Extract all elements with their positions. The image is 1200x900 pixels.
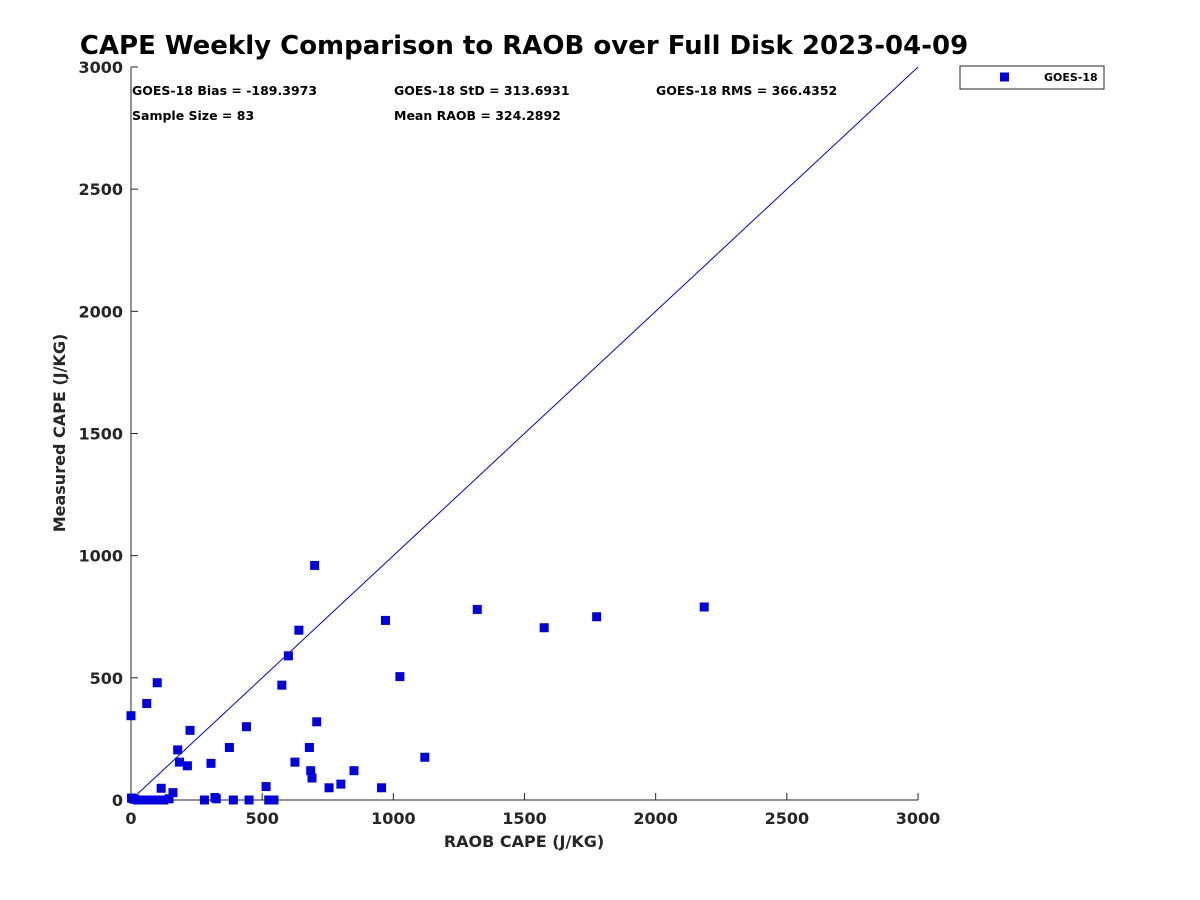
- mean-raob-annotation: Mean RAOB = 324.2892: [394, 108, 561, 123]
- data-point: [206, 758, 216, 768]
- data-point: [151, 795, 161, 805]
- x-tick-label: 1000: [371, 809, 416, 828]
- data-point: [142, 698, 152, 708]
- sample-size-annotation: Sample Size = 83: [132, 108, 254, 123]
- x-tick-label: 0: [125, 809, 136, 828]
- data-point: [336, 779, 346, 789]
- x-tick-label: 500: [245, 809, 278, 828]
- chart-title: CAPE Weekly Comparison to RAOB over Full…: [80, 31, 968, 61]
- data-point: [159, 795, 169, 805]
- data-point: [592, 612, 602, 622]
- data-point: [241, 722, 251, 732]
- data-point: [126, 711, 136, 721]
- x-tick-label: 3000: [896, 809, 941, 828]
- x-axis-label: RAOB CAPE (J/KG): [444, 832, 604, 851]
- y-tick-label: 2500: [78, 180, 123, 199]
- data-point: [211, 794, 221, 804]
- data-point: [261, 782, 271, 792]
- data-point: [175, 757, 185, 767]
- data-point: [168, 788, 178, 798]
- x-tick-label: 2000: [633, 809, 678, 828]
- data-point: [539, 623, 549, 633]
- data-point: [156, 783, 166, 793]
- data-point: [290, 757, 300, 767]
- y-tick-label: 500: [90, 669, 123, 688]
- statistics-annotations: GOES-18 Bias = -189.3973 GOES-18 StD = 3…: [132, 83, 837, 123]
- data-point: [264, 795, 274, 805]
- legend-marker-goes-18: [1000, 72, 1009, 82]
- data-point: [349, 766, 359, 776]
- data-point: [269, 795, 279, 805]
- data-point: [283, 651, 293, 661]
- data-point: [173, 745, 183, 755]
- data-point: [312, 717, 322, 727]
- data-point: [310, 560, 320, 570]
- data-point: [420, 752, 430, 762]
- data-point: [395, 672, 405, 682]
- legend-label-goes-18: GOES-18: [1044, 71, 1098, 84]
- data-point: [277, 680, 287, 690]
- data-point: [294, 625, 304, 635]
- data-point: [199, 795, 209, 805]
- bias-annotation: GOES-18 Bias = -189.3973: [132, 83, 317, 98]
- data-point: [306, 766, 316, 776]
- data-point: [164, 794, 174, 804]
- data-point: [307, 773, 317, 783]
- data-point: [185, 725, 195, 735]
- x-tick-label: 2500: [765, 809, 810, 828]
- rms-annotation: GOES-18 RMS = 366.4352: [656, 83, 837, 98]
- y-tick-label: 1000: [78, 547, 123, 566]
- data-point: [324, 783, 334, 793]
- std-annotation: GOES-18 StD = 313.6931: [394, 83, 570, 98]
- data-point: [182, 761, 192, 771]
- data-point: [224, 742, 234, 752]
- one-to-one-reference-line: [130, 66, 919, 801]
- y-tick-label: 0: [112, 791, 123, 810]
- data-points: [126, 560, 709, 805]
- data-point: [244, 795, 254, 805]
- y-tick-label: 1500: [78, 425, 123, 444]
- data-point: [472, 604, 482, 614]
- x-tick-label: 1500: [502, 809, 547, 828]
- data-point: [152, 678, 162, 688]
- y-axis-label: Measured CAPE (J/KG): [50, 334, 69, 533]
- data-point: [380, 615, 390, 625]
- legend: GOES-18: [959, 65, 1105, 90]
- legend-box: [959, 65, 1105, 90]
- data-point: [228, 795, 238, 805]
- y-tick-label: 2000: [78, 302, 123, 321]
- y-tick-label: 3000: [78, 58, 123, 77]
- data-point: [377, 783, 387, 793]
- data-point: [699, 602, 709, 612]
- x-axis-ticks: 0 500 1000 1500 2000 2500 3000: [125, 793, 940, 828]
- data-point: [304, 742, 314, 752]
